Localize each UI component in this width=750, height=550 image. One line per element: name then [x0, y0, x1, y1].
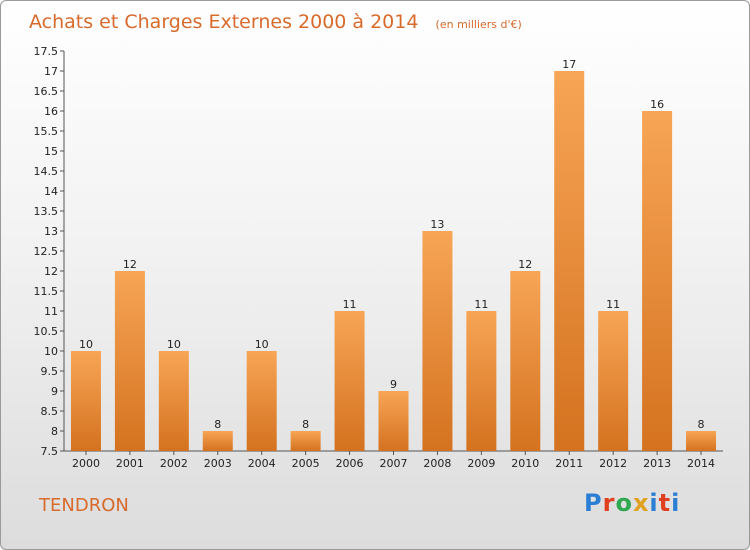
logo-letter: P — [584, 489, 603, 517]
x-tick-label-2008: 2008 — [423, 457, 451, 470]
data-label-2008: 13 — [430, 218, 444, 231]
data-label-2002: 10 — [167, 338, 181, 351]
bar-2012[interactable] — [598, 311, 629, 451]
bar-2014[interactable] — [686, 431, 717, 451]
bar-2013[interactable] — [642, 111, 673, 451]
y-tick-label: 13.5 — [34, 205, 59, 218]
bar-2004[interactable] — [246, 351, 277, 451]
x-tick-label-2007: 2007 — [380, 457, 408, 470]
y-tick-label: 9 — [51, 385, 58, 398]
bar-2006[interactable] — [334, 311, 365, 451]
data-label-2012: 11 — [606, 298, 620, 311]
x-tick-label-2009: 2009 — [467, 457, 495, 470]
y-tick-label: 8.5 — [41, 405, 59, 418]
x-tick-label-2013: 2013 — [643, 457, 671, 470]
proxiti-logo[interactable]: Proxiti — [584, 489, 680, 517]
bar-2008[interactable] — [422, 231, 453, 451]
y-tick-label: 16.5 — [34, 85, 59, 98]
bar-2001[interactable] — [114, 271, 145, 451]
x-tick-label-2002: 2002 — [160, 457, 188, 470]
data-label-2001: 12 — [123, 258, 137, 271]
y-tick-label: 12 — [44, 265, 58, 278]
logo-letter: t — [658, 489, 672, 517]
data-label-2014: 8 — [698, 418, 705, 431]
data-label-2003: 8 — [214, 418, 221, 431]
data-label-2011: 17 — [562, 58, 576, 71]
y-tick-label: 15 — [44, 145, 58, 158]
y-tick-label: 11.5 — [34, 285, 59, 298]
chart-title: Achats et Charges Externes 2000 à 2014 (… — [29, 11, 522, 33]
x-tick-label-2001: 2001 — [116, 457, 144, 470]
y-tick-label: 17 — [44, 65, 58, 78]
bar-2003[interactable] — [202, 431, 233, 451]
bar-2009[interactable] — [466, 311, 497, 451]
chart-unit-text: (en milliers d'€) — [436, 18, 522, 31]
chart-axes: 7.5 8 8.5 9 9.5 10 10.5 11 11.5 12 12.5 13 13.5 14 14.… — [34, 45, 723, 470]
data-label-2005: 8 — [302, 418, 309, 431]
data-label-2000: 10 — [79, 338, 93, 351]
y-tick-label: 14.5 — [34, 165, 59, 178]
bar-2002[interactable] — [158, 351, 189, 451]
bar-series: 10 12 10 8 10 8 11 9 13 11 12 17 11 16 8 — [70, 58, 717, 451]
bar-2000[interactable] — [70, 351, 101, 451]
bar-2007[interactable] — [378, 391, 409, 451]
y-tick-label: 10 — [44, 345, 58, 358]
bar-2011[interactable] — [554, 71, 585, 451]
y-tick-label: 8 — [51, 425, 58, 438]
bar-2005[interactable] — [290, 431, 321, 451]
logo-letter: i — [649, 489, 659, 517]
y-tick-label: 17.5 — [34, 45, 59, 58]
y-tick-label: 14 — [44, 185, 58, 198]
y-tick-label: 7.5 — [41, 445, 59, 458]
place-name: TENDRON — [39, 495, 129, 516]
y-tick-label: 9.5 — [41, 365, 59, 378]
logo-letter: r — [602, 489, 616, 517]
bar-2010[interactable] — [510, 271, 541, 451]
data-label-2007: 9 — [390, 378, 397, 391]
logo-letter: o — [615, 489, 633, 517]
x-tick-label-2014: 2014 — [687, 457, 715, 470]
data-label-2009: 11 — [474, 298, 488, 311]
x-tick-label-2000: 2000 — [72, 457, 100, 470]
data-label-2004: 10 — [255, 338, 269, 351]
x-tick-label-2005: 2005 — [292, 457, 320, 470]
y-tick-label: 15.5 — [34, 125, 59, 138]
x-tick-label-2004: 2004 — [248, 457, 276, 470]
chart-title-text: Achats et Charges Externes 2000 à 2014 — [29, 11, 418, 33]
data-label-2013: 16 — [650, 98, 664, 111]
data-label-2006: 11 — [343, 298, 357, 311]
y-tick-label: 11 — [44, 305, 58, 318]
x-tick-label-2006: 2006 — [336, 457, 364, 470]
logo-letter: i — [671, 489, 681, 517]
y-tick-label: 10.5 — [34, 325, 59, 338]
x-tick-label-2011: 2011 — [555, 457, 583, 470]
x-tick-label-2010: 2010 — [511, 457, 539, 470]
y-tick-label: 13 — [44, 225, 58, 238]
data-label-2010: 12 — [518, 258, 532, 271]
x-tick-label-2003: 2003 — [204, 457, 232, 470]
logo-letter: x — [632, 489, 650, 517]
y-tick-label: 12.5 — [34, 245, 59, 258]
y-tick-label: 16 — [44, 105, 58, 118]
x-tick-label-2012: 2012 — [599, 457, 627, 470]
